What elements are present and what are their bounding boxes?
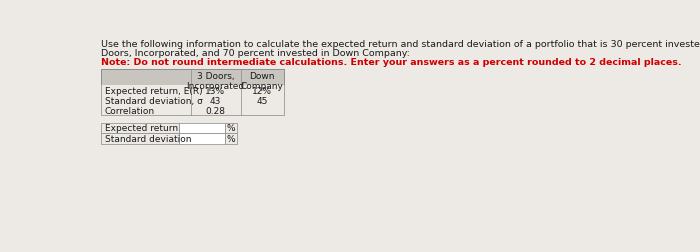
Text: Expected return: Expected return [104,124,178,133]
Text: Doors, Incorporated, and 70 percent invested in Down Company:: Doors, Incorporated, and 70 percent inve… [102,49,410,58]
Text: Correlation: Correlation [104,107,155,116]
FancyBboxPatch shape [225,134,237,144]
FancyBboxPatch shape [102,134,179,144]
Text: 45: 45 [256,97,267,106]
Text: %: % [227,135,235,144]
FancyBboxPatch shape [102,70,284,85]
Text: 43: 43 [210,97,221,106]
Text: Note: Do not round intermediate calculations. Enter your answers as a percent ro: Note: Do not round intermediate calculat… [102,58,682,67]
Text: 13%: 13% [205,87,225,96]
FancyBboxPatch shape [102,105,284,115]
FancyBboxPatch shape [179,134,225,144]
Text: 0.28: 0.28 [205,107,225,116]
Text: 12%: 12% [252,87,272,96]
Text: Use the following information to calculate the expected return and standard devi: Use the following information to calcula… [102,40,700,48]
Text: Expected return, E(R): Expected return, E(R) [104,87,202,96]
Text: Standard deviation: Standard deviation [104,135,191,144]
Text: Down
Company: Down Company [240,72,284,91]
FancyBboxPatch shape [225,123,237,134]
FancyBboxPatch shape [179,123,225,134]
Text: %: % [227,124,235,133]
Text: Standard deviation, σ: Standard deviation, σ [104,97,202,106]
Text: 3 Doors,
Incorporated: 3 Doors, Incorporated [186,72,244,91]
FancyBboxPatch shape [102,96,284,105]
FancyBboxPatch shape [102,123,179,134]
FancyBboxPatch shape [102,85,284,96]
